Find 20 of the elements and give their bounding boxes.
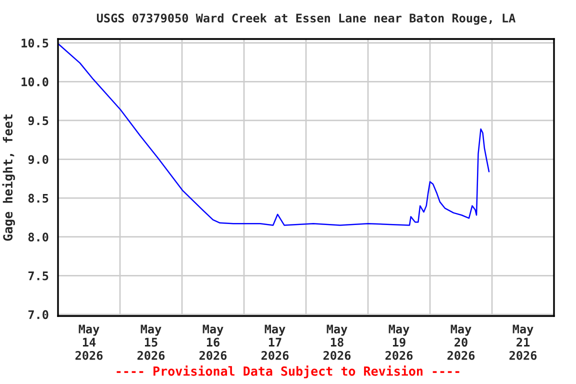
y-tick-label: 8.0	[28, 232, 48, 242]
x-tick-label: May 14 2026	[75, 324, 103, 360]
y-tick-label: 8.5	[28, 194, 48, 203]
y-tick-label: 10.5	[22, 38, 48, 48]
x-tick-label: May 21 2026	[509, 324, 537, 360]
line-series	[58, 43, 490, 226]
y-axis-title: Gage height, feet	[2, 114, 15, 241]
y-tick-label: 9.0	[28, 154, 48, 164]
x-tick-label: May 19 2026	[385, 324, 413, 360]
y-tick-label: 7.5	[28, 272, 48, 280]
x-tick-label: May 18 2026	[323, 324, 351, 360]
x-tick-label: May 20 2026	[447, 324, 475, 360]
text: ---- Provisional Data Subject to Revision ----	[116, 365, 460, 378]
x-tick-label: May 15 2026	[137, 324, 165, 360]
y-tick-label: 10.0	[22, 77, 48, 86]
x-tick-label: May 16 2026	[199, 324, 227, 360]
x-tick-label: May 17 2026	[261, 324, 289, 360]
y-tick-label: 9.5	[28, 116, 48, 126]
chart-title: USGS 07379050 Ward Creek at Essen Lane near Baton Rouge, LA	[96, 13, 516, 25]
y-tick-label: 7.0	[28, 310, 48, 320]
